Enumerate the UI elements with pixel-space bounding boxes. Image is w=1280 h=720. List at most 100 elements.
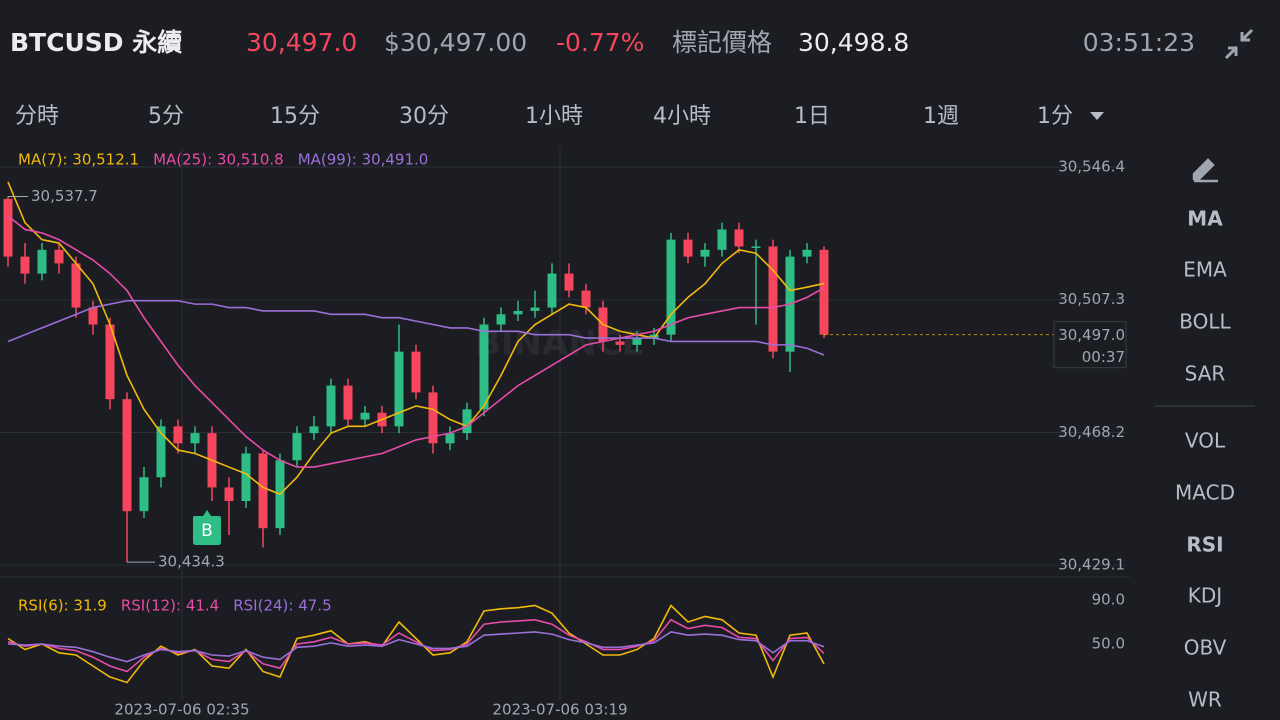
candle-body	[105, 324, 115, 400]
y-tick-label: 30,546.4	[1058, 158, 1125, 176]
interval-tab[interactable]: 1小時	[525, 104, 583, 129]
usd-price: $30,497.00	[384, 28, 527, 57]
candle-body	[445, 433, 455, 444]
indicator-option[interactable]: VOL	[1185, 429, 1226, 453]
candle-body	[649, 334, 659, 339]
rsi-line	[7, 631, 825, 663]
mark-label: 標記價格	[672, 28, 772, 57]
rsi-legend: RSI(24): 47.5	[233, 597, 331, 615]
interval-tab[interactable]: 1週	[923, 104, 959, 129]
y-tick-label: 30,507.3	[1058, 290, 1125, 308]
candle-body	[258, 453, 268, 529]
last-price: 30,497.0	[246, 28, 357, 57]
countdown: 00:37	[1082, 348, 1125, 366]
candle-body	[3, 198, 13, 257]
trade-marker-bg	[193, 510, 221, 545]
y-tick-label: 30,429.1	[1058, 556, 1125, 574]
candle-body	[564, 273, 574, 291]
candle-body	[343, 385, 353, 420]
indicator-option[interactable]: KDJ	[1188, 584, 1222, 608]
current-price-box	[1053, 321, 1127, 369]
rsi-line	[7, 618, 825, 673]
interval-tab[interactable]: 分時	[15, 104, 59, 129]
indicator-option[interactable]: SAR	[1185, 362, 1226, 386]
interval-tab[interactable]: 4小時	[653, 104, 711, 129]
candle-body	[717, 229, 727, 250]
candle-body	[20, 256, 30, 274]
candle-body	[751, 246, 761, 248]
candle-body	[411, 351, 421, 393]
interval-tab[interactable]: 1分	[1037, 104, 1073, 129]
candle-body	[54, 249, 64, 264]
indicator-option[interactable]: EMA	[1183, 258, 1227, 282]
candle-body	[88, 307, 98, 325]
candle-body	[394, 351, 404, 427]
ma-line	[7, 181, 825, 496]
indicator-option[interactable]: MA	[1187, 207, 1223, 231]
indicator-option[interactable]: WR	[1188, 688, 1222, 712]
time-label: 2023-07-06 03:19	[492, 701, 627, 719]
indicator-option[interactable]: OBV	[1184, 636, 1227, 660]
trade-marker: B	[201, 521, 213, 541]
ma-legend: MA(7): 30,512.1	[18, 151, 139, 169]
y-tick-label: 30,468.2	[1058, 423, 1125, 441]
high-label: 30,537.7	[31, 187, 98, 205]
time-label: 2023-07-06 02:35	[114, 701, 249, 719]
interval-tab[interactable]: 5分	[148, 104, 184, 129]
candle-body	[666, 239, 676, 335]
candle-body	[496, 314, 506, 325]
interval-tab[interactable]: 15分	[270, 104, 320, 129]
clock: 03:51:23	[1083, 28, 1195, 57]
rsi-legend: RSI(12): 41.4	[121, 597, 219, 615]
candle-body	[71, 263, 81, 308]
candle-body	[734, 229, 744, 247]
chart: 30,546.4 30,507.3 30,468.2 30,429.1 90.0 50.0…	[0, 148, 1130, 719]
candle-body	[156, 426, 166, 478]
current-price-label: 30,497.0	[1058, 326, 1125, 344]
candle-body	[683, 239, 693, 257]
candle-body	[122, 399, 132, 512]
indicator-option[interactable]: MACD	[1175, 481, 1235, 505]
rsi-tick-label: 90.0	[1092, 591, 1125, 609]
candle-body	[139, 477, 149, 512]
candle-body	[547, 273, 557, 308]
candle-body	[173, 426, 183, 444]
indicator-option[interactable]: BOLL	[1179, 310, 1231, 334]
rsi-line	[7, 604, 825, 684]
candle-body	[819, 249, 829, 335]
interval-tabs: 分時 5分 15分 30分 1小時 4小時 1日 1週 1分	[15, 104, 1073, 129]
ma-line	[7, 215, 825, 468]
ma-line	[7, 299, 825, 356]
indicator-menu: MA EMA BOLL SAR VOL MACD RSI KDJ OBV WR	[1175, 207, 1235, 712]
indicator-option[interactable]: RSI	[1186, 533, 1223, 557]
candle-body	[190, 433, 200, 444]
candle-body	[802, 249, 812, 257]
candle-body	[632, 338, 642, 345]
candle-body	[581, 290, 591, 308]
mark-price: 30,498.8	[798, 28, 909, 57]
candle-body	[309, 426, 319, 434]
draw-tool-icon[interactable]	[1192, 158, 1218, 183]
interval-tab[interactable]: 30分	[399, 104, 449, 129]
candle-body	[462, 409, 472, 434]
interval-tab[interactable]: 1日	[794, 104, 830, 129]
candle-body	[428, 392, 438, 444]
rsi-legend: RSI(6): 31.9	[18, 597, 107, 615]
candle-body	[615, 341, 625, 345]
dropdown-arrow[interactable]	[1090, 112, 1104, 120]
candle-body	[360, 412, 370, 420]
candle-body	[479, 324, 489, 410]
candle-body	[224, 487, 234, 502]
change: -0.77%	[556, 28, 644, 57]
candle-body	[530, 307, 540, 311]
candle-body	[326, 385, 336, 427]
collapse-icon[interactable]	[1224, 28, 1254, 60]
symbol: BTCUSD 永續	[10, 28, 182, 57]
candle-body	[700, 249, 710, 257]
ma-legend: MA(99): 30,491.0	[298, 151, 429, 169]
candle-body	[768, 246, 778, 352]
candle-body	[37, 249, 47, 274]
low-label: 30,434.3	[158, 553, 225, 571]
candle-body	[292, 433, 302, 461]
